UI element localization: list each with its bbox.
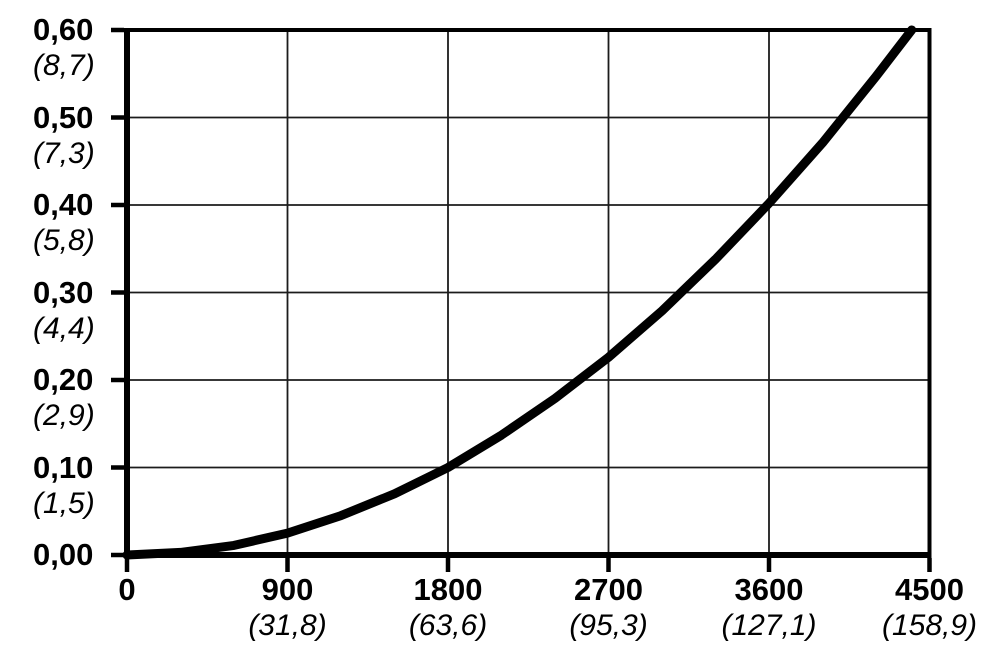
y-tick-label: 0,40 bbox=[33, 187, 94, 222]
x-tick-secondary-label: (158,9) bbox=[881, 609, 978, 642]
x-tick-label: 3600 bbox=[734, 572, 804, 607]
data-curve bbox=[122, 25, 917, 560]
y-tick-secondary-label: (4,4) bbox=[33, 311, 95, 345]
y-tick-secondary-label: (8,7) bbox=[33, 49, 95, 82]
x-tick-label: 2700 bbox=[574, 572, 643, 607]
y-tick-label: 0,10 bbox=[33, 449, 94, 485]
y-tick-label: 0,00 bbox=[33, 537, 94, 572]
x-tick-label: 1800 bbox=[413, 572, 483, 607]
y-tick-secondary-label: (7,3) bbox=[33, 136, 95, 170]
x-tick-secondary-label: (127,1) bbox=[721, 609, 817, 642]
x-tick-label: 0 bbox=[118, 572, 136, 607]
y-tick-label: 0,50 bbox=[33, 99, 94, 135]
x-tick-secondary-label: (31,8) bbox=[248, 609, 327, 642]
y-tick-secondary-label: (1,5) bbox=[33, 486, 95, 520]
x-tick-secondary-label: (95,3) bbox=[569, 609, 648, 642]
y-tick-secondary-label: (5,8) bbox=[33, 224, 95, 257]
x-tick-label: 900 bbox=[261, 572, 314, 607]
y-tick-label: 0,60 bbox=[33, 12, 94, 47]
y-tick-secondary-label: (2,9) bbox=[33, 399, 95, 432]
y-tick-label: 0,20 bbox=[33, 362, 94, 397]
x-tick-label: 4500 bbox=[895, 572, 964, 607]
x-tick-secondary-label: (63,6) bbox=[408, 609, 488, 642]
y-tick-label: 0,30 bbox=[33, 274, 94, 310]
